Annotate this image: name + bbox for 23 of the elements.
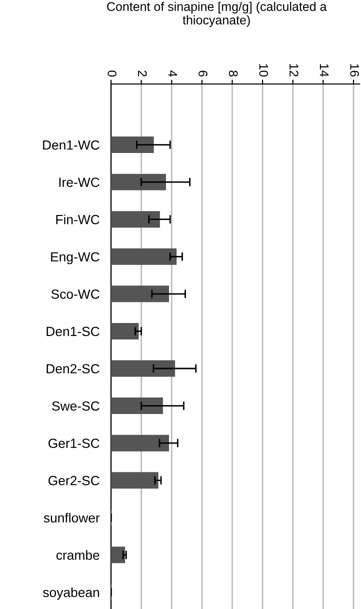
y-tick-label: Swe-SC	[52, 401, 100, 411]
x-tick-label: 4	[168, 70, 177, 77]
x-tick-label: 12	[290, 64, 298, 76]
x-tick-label: 2	[138, 70, 147, 76]
y-tick-label: Ire-WC	[59, 178, 100, 187]
y-tick-label: Ger2-SC	[48, 476, 100, 486]
y-tick-label: Den1-SC	[46, 326, 100, 336]
y-tick-label: sunflower	[44, 512, 100, 523]
x-tick-label: 6	[198, 70, 208, 77]
y-tick-label: Eng-WC	[51, 252, 100, 264]
y-tick-label: Den1-WC	[43, 140, 100, 150]
y-tick-label: Ger1-SC	[48, 438, 100, 448]
x-tick-label: 16	[350, 64, 359, 77]
chart-title: Content of sinapine [mg/g] (calculated a thiocyanate)	[107, 2, 327, 27]
y-tick-label: Den2-SC	[46, 364, 100, 374]
x-tick-label: 8	[228, 70, 238, 77]
x-tick-label: 10	[259, 64, 268, 77]
y-tick-label: Fin-WC	[56, 214, 100, 224]
y-tick-label: crambe	[56, 550, 100, 560]
y-tick-label: soyabean	[43, 587, 100, 600]
x-tick-label: 0	[108, 70, 116, 77]
x-tick-label: 14	[320, 64, 329, 77]
y-tick-label: Sco-WC	[51, 289, 100, 299]
